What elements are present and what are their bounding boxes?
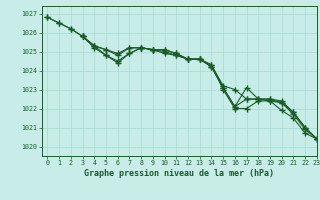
X-axis label: Graphe pression niveau de la mer (hPa): Graphe pression niveau de la mer (hPa) [84,169,274,178]
